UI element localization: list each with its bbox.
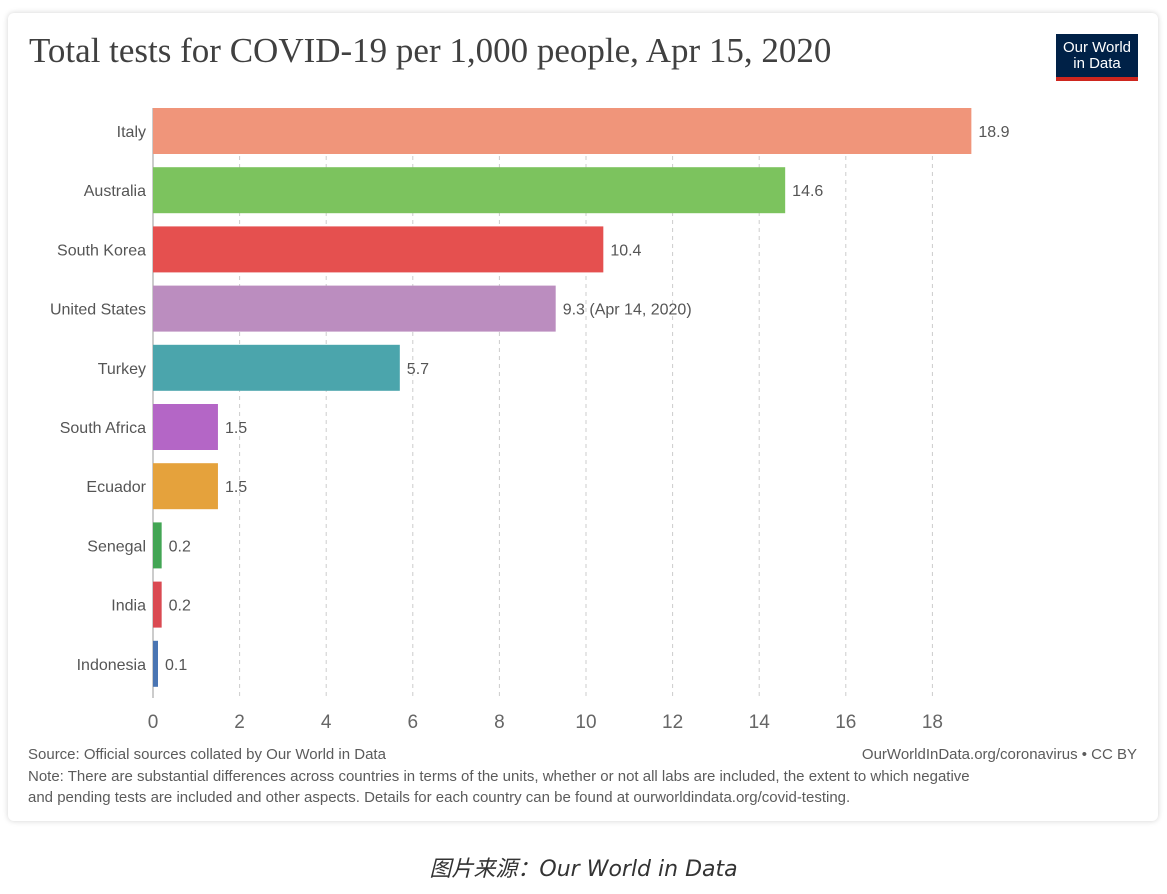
x-tick-label: 4 xyxy=(321,712,332,733)
x-tick-label: 16 xyxy=(835,712,856,733)
bar xyxy=(153,167,786,214)
x-tick-label: 14 xyxy=(749,712,771,733)
category-label: Indonesia xyxy=(77,657,146,674)
data-label: 10.4 xyxy=(610,242,641,259)
x-tick-label: 0 xyxy=(148,712,159,733)
chart-card: Total tests for COVID-19 per 1,000 peopl… xyxy=(8,13,1158,821)
category-label: Australia xyxy=(84,183,146,200)
bar xyxy=(153,404,218,450)
note-line-1: Note: There are substantial differences … xyxy=(28,768,970,785)
data-label: 14.6 xyxy=(792,183,823,200)
note-line-2: and pending tests are included and other… xyxy=(28,789,851,806)
data-label: 0.1 xyxy=(165,657,187,674)
logo-line-2: in Data xyxy=(1073,55,1121,72)
bar xyxy=(153,463,218,510)
bar xyxy=(153,108,972,154)
x-tick-label: 12 xyxy=(662,712,683,733)
bar-chart: 0 2 4 6 8 10 12 14 16 18 Italy 18.9 Australia 14.6 Sou… xyxy=(50,108,1010,733)
data-label: 5.7 xyxy=(407,361,429,378)
data-label: 0.2 xyxy=(169,598,191,615)
logo-line-1: Our World xyxy=(1062,39,1132,56)
category-label: South Africa xyxy=(60,420,146,437)
x-tick-label: 10 xyxy=(575,712,596,733)
category-label: United States xyxy=(50,302,146,319)
data-label: 0.2 xyxy=(169,538,191,555)
bar xyxy=(153,640,158,687)
category-label: India xyxy=(111,598,146,615)
bar xyxy=(153,581,162,628)
image-caption: 图片来源：Our World in Data xyxy=(429,857,738,882)
x-tick-label: 6 xyxy=(408,712,419,733)
bar xyxy=(153,344,400,391)
category-label: Senegal xyxy=(87,538,146,555)
x-tick-label: 2 xyxy=(234,712,245,733)
category-label: Italy xyxy=(117,124,146,141)
data-label: 9.3 (Apr 14, 2020) xyxy=(563,302,692,319)
category-label: Ecuador xyxy=(86,479,146,496)
logo-accent-bar xyxy=(1056,77,1138,81)
category-label: South Korea xyxy=(57,242,146,259)
bar xyxy=(153,226,604,273)
chart-title: Total tests for COVID-19 per 1,000 peopl… xyxy=(29,31,832,70)
x-tick-label: 18 xyxy=(922,712,943,733)
data-label: 1.5 xyxy=(225,479,247,496)
bar xyxy=(153,285,556,332)
x-tick-label: 8 xyxy=(494,712,505,733)
owid-logo[interactable]: Our World in Data xyxy=(1056,34,1138,81)
credit-link[interactable]: OurWorldInData.org/coronavirus • CC BY xyxy=(861,746,1137,763)
note-text: Note: There are substantial differences … xyxy=(28,766,1138,808)
category-label: Turkey xyxy=(98,361,146,378)
data-label: 1.5 xyxy=(225,420,247,437)
data-label: 18.9 xyxy=(978,124,1009,141)
source-text: Source: Official sources collated by Our… xyxy=(28,746,386,763)
bar xyxy=(153,522,162,569)
